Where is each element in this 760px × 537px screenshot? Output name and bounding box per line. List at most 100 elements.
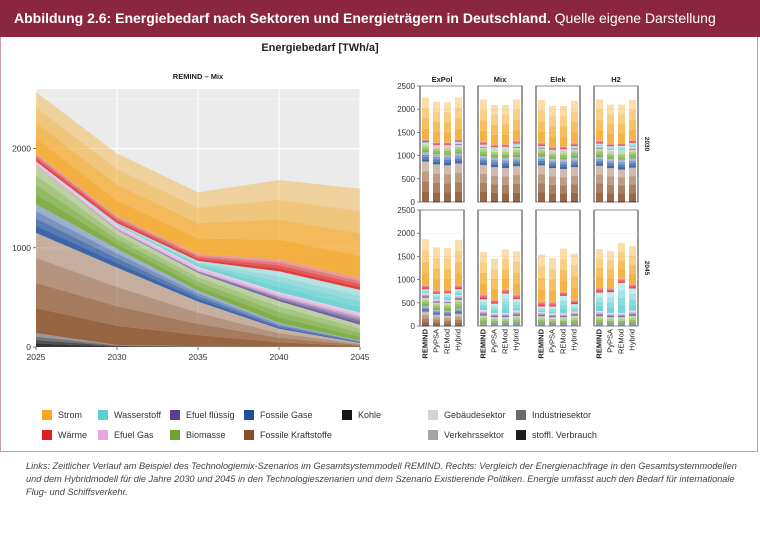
bar-segment — [513, 315, 520, 318]
bar-segment — [513, 147, 520, 151]
bar-segment — [491, 315, 498, 317]
bar-segment — [480, 99, 487, 110]
bar-segment — [433, 161, 440, 165]
bar-segment — [607, 104, 614, 115]
bar-segment — [618, 151, 625, 154]
stacked-bar-pypsa — [607, 104, 614, 203]
bar-segment — [571, 184, 578, 193]
bar-segment — [480, 120, 487, 131]
bar-segment — [422, 290, 429, 292]
bar-segment — [560, 304, 567, 310]
bar-segment — [538, 318, 545, 320]
bar-segment — [607, 146, 614, 148]
bar-segment — [549, 305, 556, 307]
bar-segment — [596, 144, 603, 145]
bar-segment — [480, 164, 487, 174]
bar-segment — [629, 314, 636, 315]
legend-item-gebaeudesektor: Gebäudesektor — [428, 410, 506, 420]
bar-segment — [480, 156, 487, 159]
legend-label: Efuel Gas — [114, 430, 154, 440]
bar-segment — [480, 160, 487, 163]
bar-segment — [433, 320, 440, 323]
bar-segment — [422, 161, 429, 172]
bar-segment — [433, 292, 440, 294]
bar-segment — [560, 147, 567, 149]
bar-segment — [571, 301, 578, 303]
x-category-label: Hybrid — [454, 329, 463, 351]
bar-segment — [455, 306, 462, 309]
bar-segment — [596, 140, 603, 142]
bar-segment — [480, 295, 487, 297]
stacked-bar-pypsa — [433, 101, 440, 203]
bar-segment — [560, 193, 567, 202]
bar-segment — [422, 191, 429, 202]
bar-segment — [433, 306, 440, 309]
bar-segment — [571, 142, 578, 144]
bar-segment — [455, 297, 462, 298]
bar-segment — [491, 157, 498, 160]
bar-segment — [444, 150, 451, 153]
facet-strip — [420, 73, 464, 86]
bar-segment — [596, 142, 603, 144]
figure-frame — [0, 37, 758, 452]
stacked-bar-hybrid — [629, 99, 636, 203]
bar-segment — [618, 242, 625, 252]
bar-segment — [444, 308, 451, 311]
bar-segment — [422, 118, 429, 129]
bar-segment — [433, 101, 440, 112]
bar-segment — [538, 314, 545, 315]
bar-segment — [607, 143, 614, 145]
figure-title-bold: Abbildung 2.6: Energiebedarf nach Sektor… — [14, 10, 551, 26]
bar-segment — [513, 175, 520, 184]
bar-segment — [433, 317, 440, 321]
bar-segment — [538, 277, 545, 290]
bar-segment — [422, 322, 429, 326]
stacked-bar-remod — [560, 248, 567, 327]
bar-segment — [455, 289, 462, 291]
bar-segment — [444, 144, 451, 145]
bar-segment — [491, 159, 498, 163]
bar-segment — [571, 192, 578, 202]
x-category-label: PyPSA — [548, 329, 557, 353]
bar-segment — [618, 147, 625, 149]
bar-segment — [480, 293, 487, 296]
bar-segment — [480, 153, 487, 157]
bar-segment — [618, 159, 625, 163]
bar-segment — [560, 316, 567, 317]
bar-segment — [549, 257, 556, 269]
bar-segment — [596, 143, 603, 145]
bar-segment — [513, 319, 520, 322]
legend-label: Kohle — [358, 410, 382, 420]
bar-segment — [480, 182, 487, 193]
x-category-label: PyPSA — [606, 329, 615, 353]
bar-segment — [560, 185, 567, 194]
bar-segment — [607, 163, 614, 166]
bar-segment — [491, 299, 498, 301]
bar-segment — [422, 307, 429, 309]
stacked-bar-hybrid — [629, 246, 636, 326]
bar-segment — [433, 142, 440, 144]
bar-segment — [629, 176, 636, 185]
bar-segment — [502, 291, 509, 293]
bar-segment — [422, 140, 429, 141]
bar-segment — [571, 160, 578, 163]
bar-segment — [538, 319, 545, 322]
bar-segment — [549, 268, 556, 280]
bar-segment — [607, 307, 614, 314]
bar-segment — [618, 315, 625, 316]
bar-segment — [455, 140, 462, 141]
bar-segment — [491, 151, 498, 154]
bar-segment — [433, 322, 440, 326]
bar-segment — [491, 146, 498, 148]
bar-segment — [513, 313, 520, 315]
bar-segment — [538, 266, 545, 278]
bar-segment — [513, 166, 520, 176]
bar-segment — [433, 146, 440, 149]
bar-segment — [444, 320, 451, 324]
y-tick-label: 0 — [26, 342, 31, 352]
bar-segment — [491, 288, 498, 300]
stacked-bar-pypsa — [433, 247, 440, 327]
bar-segment — [491, 303, 498, 307]
bar-segment — [607, 318, 614, 321]
bar-segment — [444, 296, 451, 299]
